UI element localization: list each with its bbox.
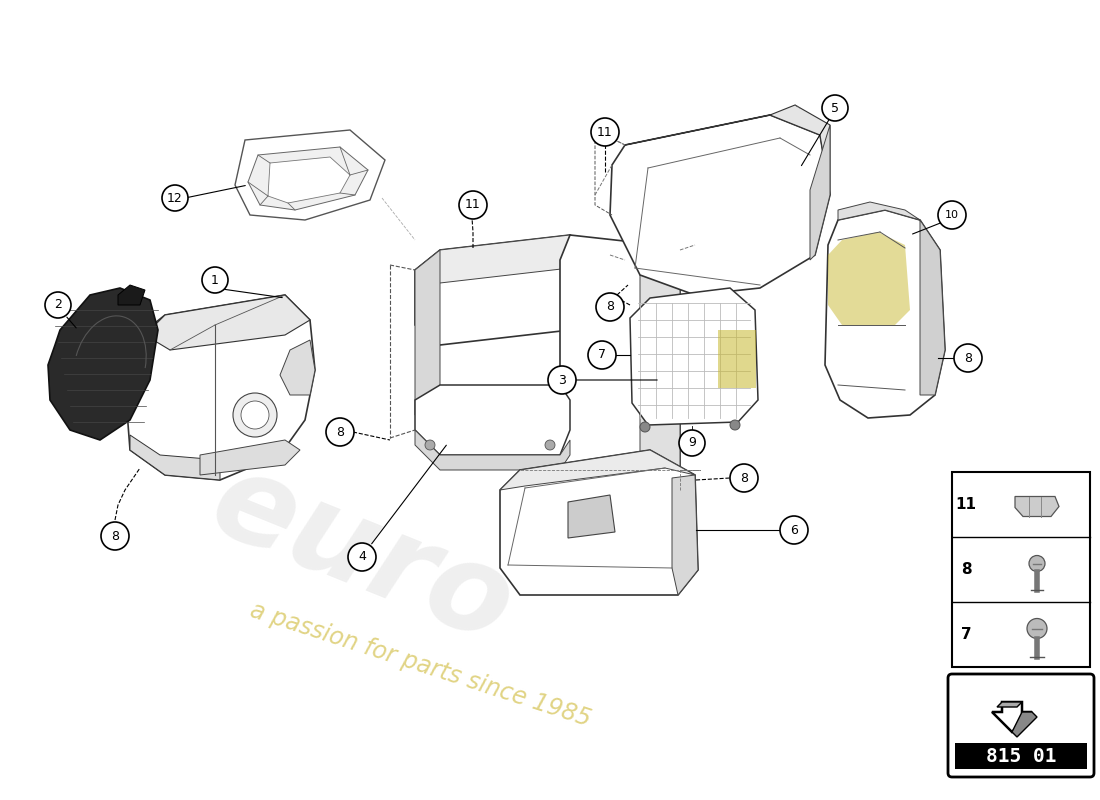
Circle shape — [596, 293, 624, 321]
Circle shape — [548, 366, 576, 394]
Circle shape — [588, 341, 616, 369]
Polygon shape — [610, 115, 830, 295]
Polygon shape — [560, 235, 680, 510]
Text: a passion for parts since 1985: a passion for parts since 1985 — [246, 598, 593, 731]
Polygon shape — [415, 250, 440, 415]
Circle shape — [425, 440, 435, 450]
Text: 10: 10 — [945, 210, 959, 220]
Circle shape — [101, 522, 129, 550]
Polygon shape — [828, 232, 910, 325]
Text: 5: 5 — [830, 102, 839, 114]
Text: 9: 9 — [689, 437, 696, 450]
Polygon shape — [235, 130, 385, 220]
Polygon shape — [825, 210, 945, 418]
Circle shape — [640, 422, 650, 432]
Polygon shape — [1015, 497, 1059, 517]
Circle shape — [459, 191, 487, 219]
Bar — [718, 330, 756, 388]
Polygon shape — [415, 235, 600, 345]
Text: 815 01: 815 01 — [986, 746, 1056, 766]
Circle shape — [730, 420, 740, 430]
Polygon shape — [415, 385, 570, 455]
Polygon shape — [125, 295, 315, 480]
Circle shape — [730, 464, 758, 492]
Circle shape — [348, 543, 376, 571]
Text: 8: 8 — [960, 562, 971, 577]
Text: 11: 11 — [597, 126, 613, 138]
Text: 8: 8 — [606, 301, 614, 314]
Text: 11: 11 — [465, 198, 481, 211]
Circle shape — [679, 430, 705, 456]
Circle shape — [954, 344, 982, 372]
Circle shape — [938, 201, 966, 229]
Polygon shape — [992, 702, 1032, 732]
Polygon shape — [130, 435, 220, 480]
Circle shape — [162, 185, 188, 211]
Polygon shape — [568, 495, 615, 538]
Text: 8: 8 — [111, 530, 119, 542]
Text: 8: 8 — [740, 471, 748, 485]
Circle shape — [45, 292, 72, 318]
Circle shape — [241, 401, 270, 429]
Polygon shape — [838, 202, 920, 220]
Circle shape — [780, 516, 808, 544]
Text: 11: 11 — [956, 497, 977, 512]
Circle shape — [822, 95, 848, 121]
Text: 8: 8 — [336, 426, 344, 438]
Polygon shape — [630, 288, 758, 425]
Polygon shape — [920, 220, 945, 395]
Text: 3: 3 — [558, 374, 565, 386]
Bar — [955, 743, 1087, 769]
Polygon shape — [640, 245, 680, 510]
Polygon shape — [415, 235, 600, 283]
Text: 7: 7 — [598, 349, 606, 362]
Polygon shape — [625, 105, 830, 195]
Text: 12: 12 — [167, 191, 183, 205]
Text: 7: 7 — [960, 627, 971, 642]
Circle shape — [544, 440, 556, 450]
Text: 8: 8 — [964, 351, 972, 365]
Polygon shape — [200, 440, 300, 475]
Polygon shape — [997, 702, 1022, 707]
Circle shape — [202, 267, 228, 293]
Text: 4: 4 — [359, 550, 366, 563]
FancyBboxPatch shape — [948, 674, 1094, 777]
Circle shape — [326, 418, 354, 446]
Polygon shape — [118, 285, 145, 305]
Bar — [952, 472, 1090, 667]
Polygon shape — [48, 288, 158, 440]
Polygon shape — [672, 475, 698, 595]
Polygon shape — [810, 125, 830, 260]
Polygon shape — [280, 340, 315, 395]
Polygon shape — [248, 147, 368, 210]
Text: euro: euro — [195, 442, 530, 668]
Polygon shape — [500, 450, 698, 595]
Text: 1: 1 — [211, 274, 219, 286]
Circle shape — [1027, 618, 1047, 638]
Circle shape — [591, 118, 619, 146]
Polygon shape — [415, 430, 570, 470]
Circle shape — [1028, 555, 1045, 571]
Circle shape — [233, 393, 277, 437]
Text: 2: 2 — [54, 298, 62, 311]
Polygon shape — [145, 295, 310, 350]
Polygon shape — [500, 450, 695, 490]
Polygon shape — [1012, 712, 1037, 737]
Polygon shape — [268, 157, 350, 203]
Text: 6: 6 — [790, 523, 798, 537]
